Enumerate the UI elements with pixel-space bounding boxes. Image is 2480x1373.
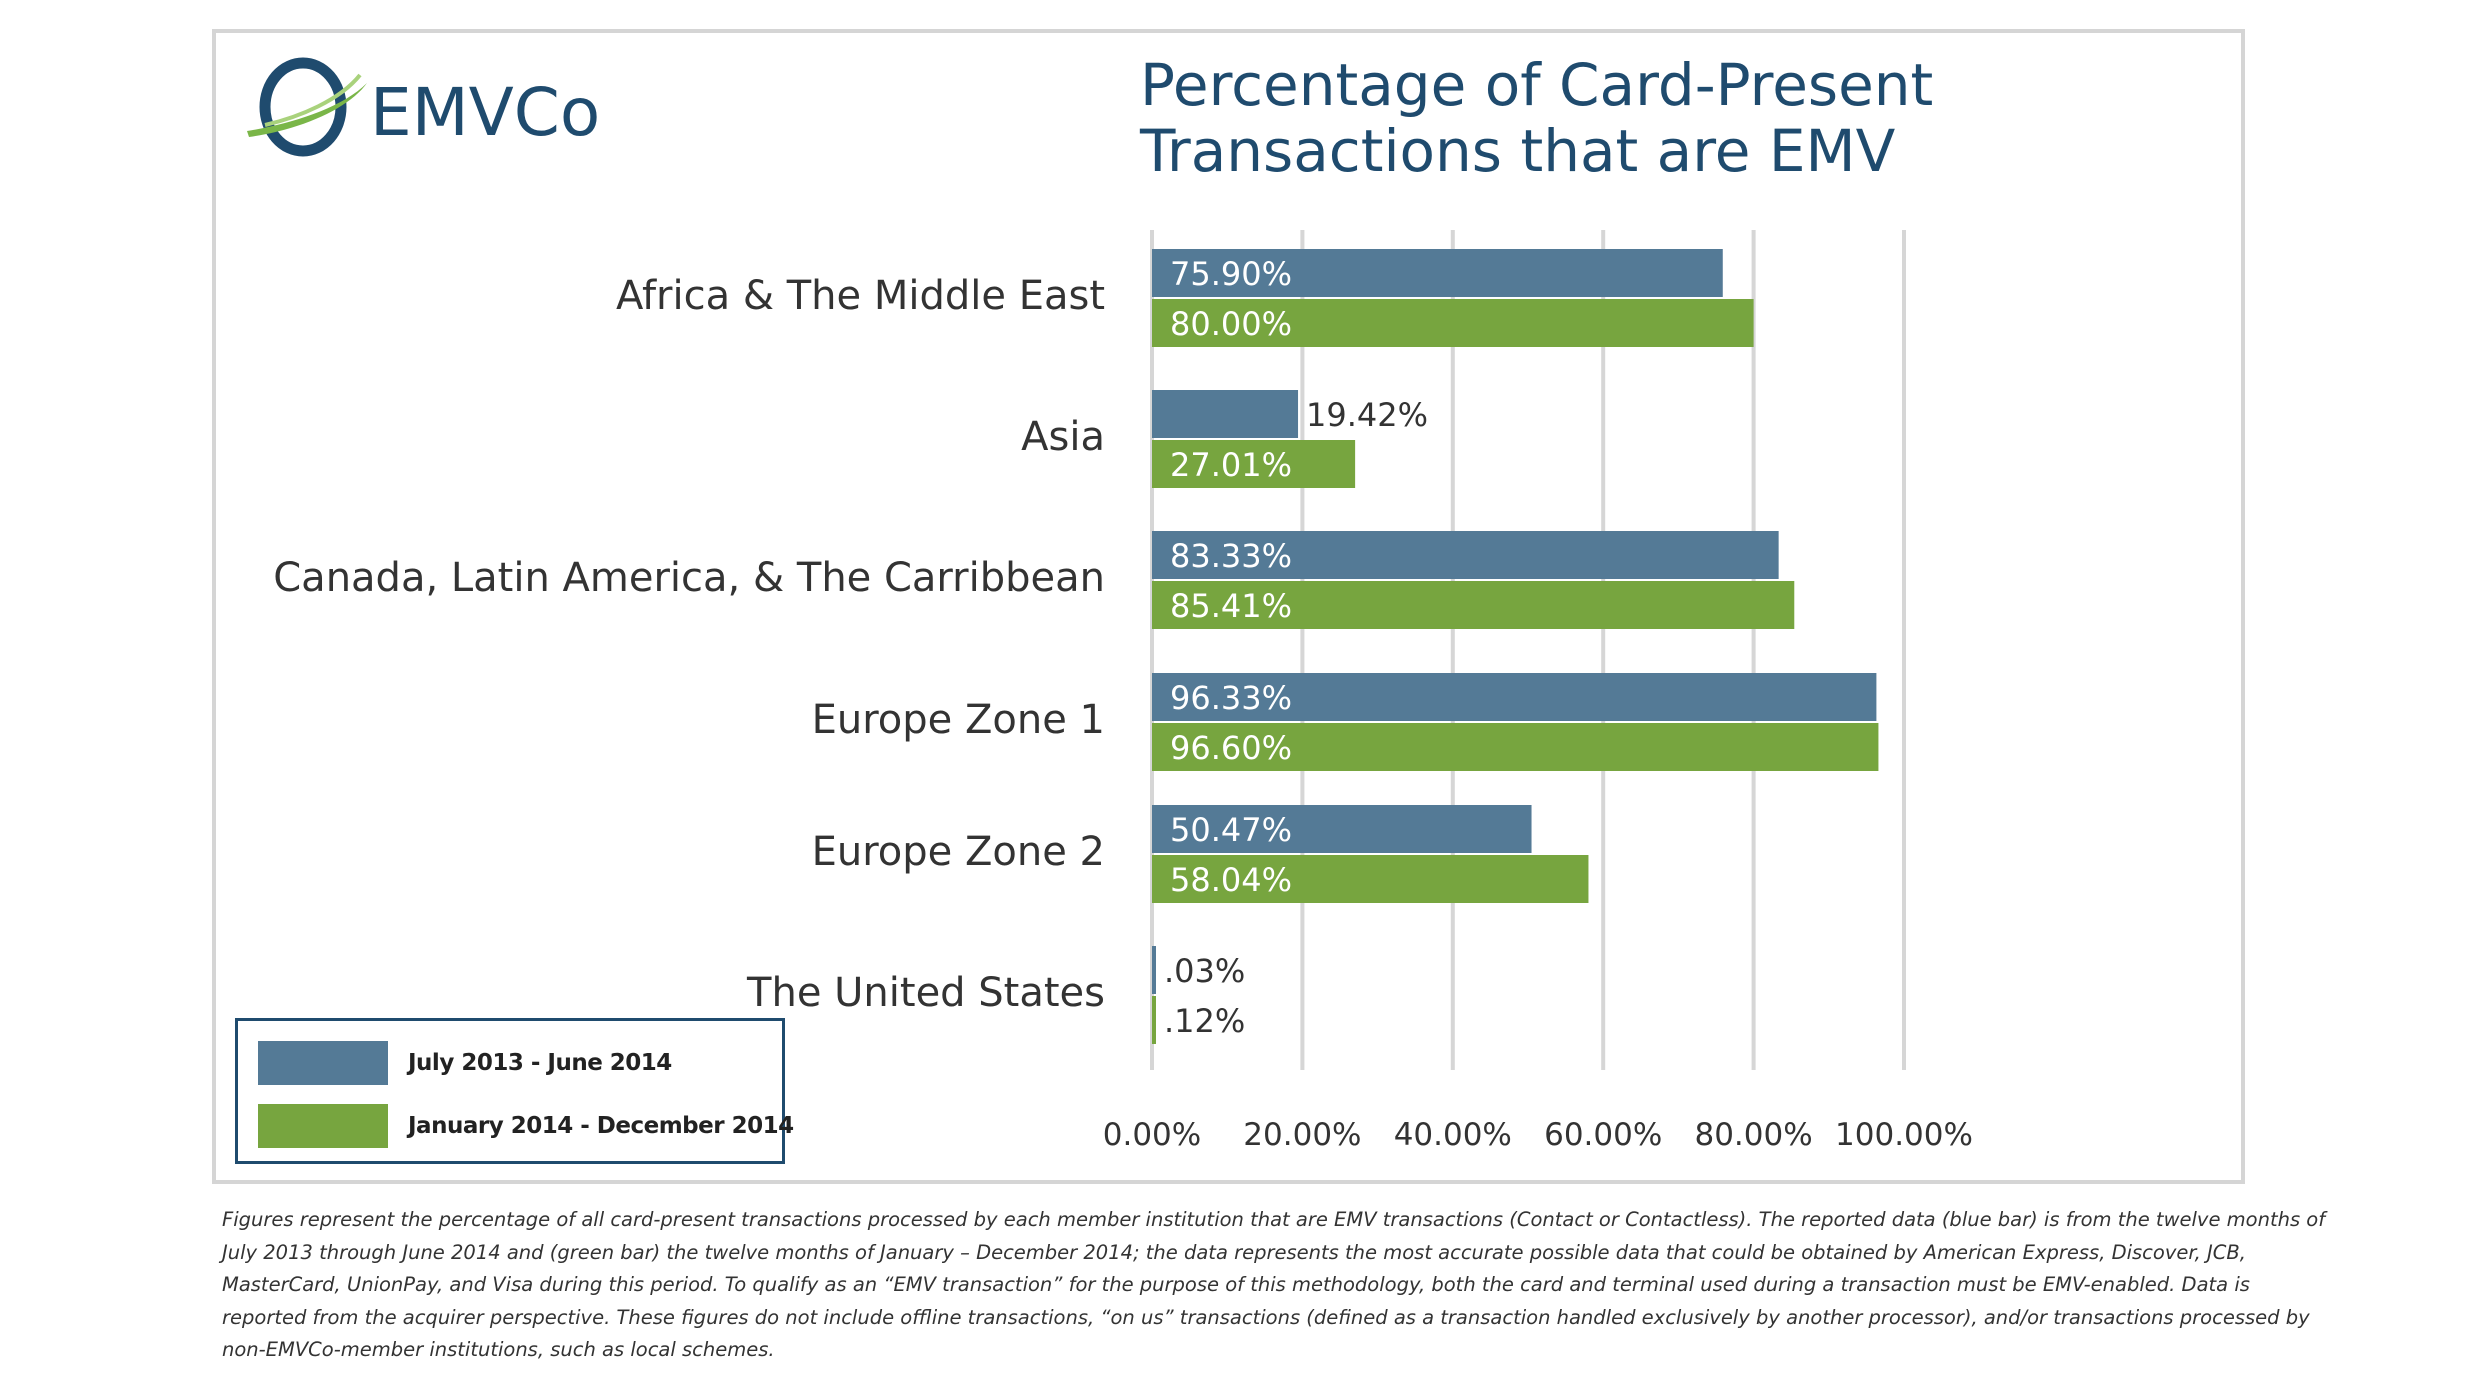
x-tick-label-3: 60.00% — [1544, 1117, 1662, 1153]
data-label-s2-5: .12% — [1164, 1002, 1245, 1040]
legend-swatch-series-1 — [258, 1041, 388, 1085]
data-label-s1-0: 75.90% — [1170, 255, 1292, 293]
emvco-logo: EMVCo — [247, 57, 600, 157]
bar-s1-2 — [1152, 531, 1779, 579]
data-label-s1-4: 50.47% — [1170, 811, 1292, 849]
footnote-line-5: non-EMVCo-member institutions, such as l… — [222, 1338, 775, 1361]
footnote-line-3: MasterCard, UnionPay, and Visa during th… — [222, 1273, 2250, 1296]
bar-s1-3 — [1152, 673, 1877, 721]
category-label-1: Asia — [1021, 414, 1105, 460]
category-label-5: The United States — [746, 970, 1105, 1016]
x-tick-label-1: 20.00% — [1243, 1117, 1361, 1153]
x-tick-label-4: 80.00% — [1694, 1117, 1812, 1153]
bar-s1-1 — [1152, 390, 1299, 438]
data-label-s1-3: 96.33% — [1170, 679, 1292, 717]
x-tick-label-0: 0.00% — [1103, 1117, 1201, 1153]
category-label-2: Canada, Latin America, & The Carribbean — [273, 555, 1105, 601]
data-label-s1-5: .03% — [1164, 952, 1245, 990]
bar-s2-0 — [1152, 299, 1754, 347]
bar-s2-5 — [1152, 996, 1156, 1044]
bar-s1-0 — [1152, 249, 1723, 297]
data-label-s1-2: 83.33% — [1170, 537, 1292, 575]
data-label-s2-4: 58.04% — [1170, 861, 1292, 899]
footnote-line-2: July 2013 through June 2014 and (green b… — [222, 1240, 2246, 1264]
bar-s1-4 — [1152, 805, 1532, 853]
data-label-s2-0: 80.00% — [1170, 305, 1292, 343]
x-tick-label-2: 40.00% — [1394, 1117, 1512, 1153]
data-label-s2-2: 85.41% — [1170, 587, 1292, 625]
category-label-3: Europe Zone 1 — [812, 697, 1105, 743]
legend-item-series-1: July 2013 - June 2014 — [258, 1041, 672, 1085]
x-tick-label-5: 100.00% — [1835, 1117, 1973, 1153]
data-label-s2-3: 96.60% — [1170, 729, 1292, 767]
title-line-1: Percentage of Card-Present — [1140, 51, 1934, 119]
legend-swatch-series-2 — [258, 1104, 388, 1148]
legend-label-series-2: January 2014 - December 2014 — [408, 1113, 794, 1139]
footnote: Figures represent the percentage of all … — [222, 1204, 2326, 1367]
legend: July 2013 - June 2014 January 2014 - Dec… — [235, 1018, 794, 1164]
footnote-line-4: reported from the acquirer perspective. … — [222, 1305, 2310, 1329]
footnote-line-1: Figures represent the percentage of all … — [222, 1208, 2326, 1231]
category-label-4: Europe Zone 2 — [812, 829, 1105, 875]
legend-item-series-2: January 2014 - December 2014 — [258, 1104, 794, 1148]
category-label-0: Africa & The Middle East — [616, 273, 1105, 319]
bar-s2-3 — [1152, 723, 1879, 771]
bar-s2-1 — [1152, 440, 1356, 488]
bar-s2-4 — [1152, 855, 1589, 903]
bar-s2-2 — [1152, 581, 1795, 629]
svg-text:EMVCo: EMVCo — [370, 74, 600, 151]
data-label-s2-1: 27.01% — [1170, 446, 1292, 484]
title-line-2: Transactions that are EMV — [1140, 117, 1896, 185]
bar-s1-5 — [1152, 946, 1156, 994]
data-label-s1-1: 19.42% — [1306, 396, 1428, 434]
page-title: Percentage of Card-Present Transactions … — [1140, 52, 2140, 184]
legend-label-series-1: July 2013 - June 2014 — [408, 1050, 672, 1076]
